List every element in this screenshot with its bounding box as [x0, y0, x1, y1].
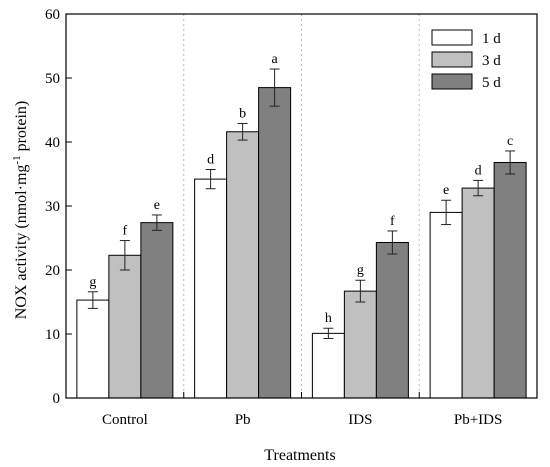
x-tick-label: Pb [235, 412, 251, 428]
legend-swatch [431, 73, 473, 90]
bar [258, 87, 292, 399]
y-axis-title-end: protein) [13, 101, 30, 156]
y-tick-label: 60 [45, 7, 60, 23]
significance-letter: f [390, 214, 395, 229]
bar [226, 131, 260, 399]
significance-letter: c [507, 134, 513, 149]
labels-layer: g d h e f b g d e a f c [89, 52, 513, 326]
significance-letter: e [443, 183, 449, 198]
significance-letter: e [154, 198, 160, 213]
bar [461, 187, 495, 399]
legend: 1 d 3 d 5 d [431, 29, 501, 91]
bar [108, 254, 142, 399]
y-tick-label: 40 [45, 135, 60, 151]
significance-letter: g [357, 263, 364, 278]
y-tick-label: 0 [53, 391, 61, 407]
significance-letter: f [123, 224, 128, 239]
y-axis-title: NOX activity (nmol·mg-1 protein) [11, 101, 30, 319]
significance-letter: g [89, 275, 96, 290]
bar [311, 332, 345, 399]
bar [76, 299, 110, 399]
significance-letter: a [272, 52, 279, 67]
y-tick-label: 20 [45, 263, 60, 279]
legend-label: 5 d [482, 75, 501, 91]
y-axis-title-main: NOX activity (nmol·mg [13, 165, 30, 320]
legend-label: 3 d [482, 53, 501, 69]
bar [343, 290, 377, 399]
legend-swatch [431, 51, 473, 68]
y-tick-label: 10 [45, 327, 60, 343]
x-tick-label: Control [102, 412, 148, 428]
significance-letter: h [325, 311, 332, 326]
significance-letter: b [239, 106, 246, 121]
significance-letter: d [207, 153, 214, 168]
bar [194, 178, 228, 399]
bar [375, 241, 409, 399]
axes-layer: 0 10 20 30 40 50 60 Control Pb IDS Pb+IDS [45, 7, 538, 428]
legend-label: 1 d [482, 31, 501, 47]
x-tick-label: IDS [348, 412, 372, 428]
significance-letter: d [475, 163, 482, 178]
legend-swatch [431, 29, 473, 46]
x-tick-label: Pb+IDS [454, 412, 502, 428]
bar [493, 161, 527, 399]
y-axis-title-sup: -1 [11, 155, 23, 164]
y-tick-label: 30 [45, 199, 60, 215]
bar [140, 222, 174, 399]
y-tick-label: 50 [45, 71, 60, 87]
bar [429, 211, 463, 399]
bars-layer [76, 68, 527, 399]
x-axis-title: Treatments [264, 447, 335, 464]
grid-layer [183, 14, 420, 398]
